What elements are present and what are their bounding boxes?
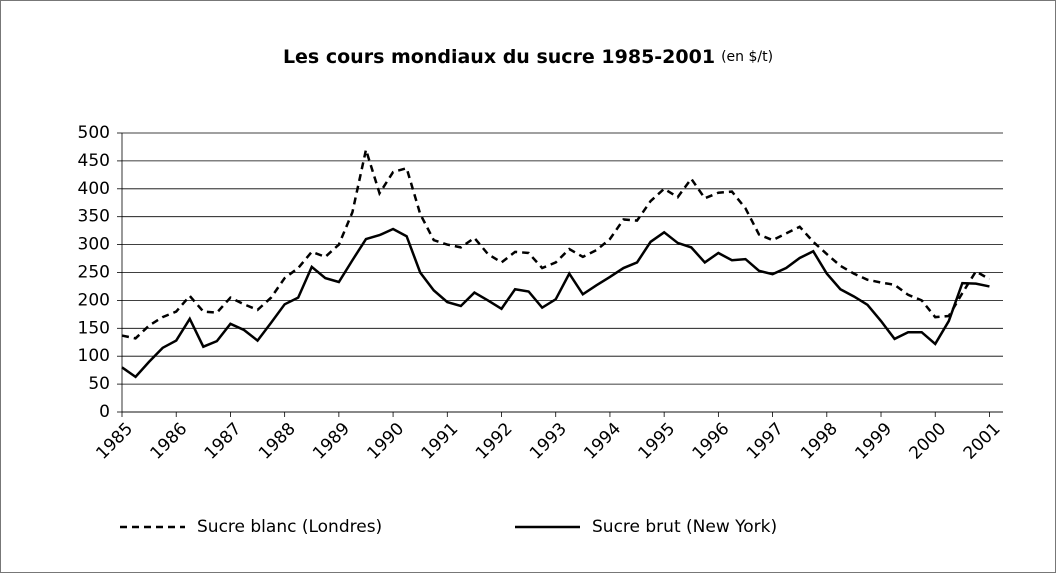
y-tick-label: 450 xyxy=(78,151,110,171)
y-tick-label: 150 xyxy=(78,318,110,338)
legend-label: Sucre brut (New York) xyxy=(592,517,777,537)
y-tick-label: 500 xyxy=(78,123,110,143)
series-line xyxy=(121,144,991,340)
legend-label: Sucre blanc (Londres) xyxy=(197,517,382,537)
series-line xyxy=(121,227,990,379)
y-tick-label: 200 xyxy=(78,290,110,310)
y-tick-label: 400 xyxy=(78,179,110,199)
y-tick-label: 50 xyxy=(88,374,110,394)
y-tick-label: 300 xyxy=(78,235,110,255)
chart-title-group: Les cours mondiaux du sucre 1985-2001 (en… xyxy=(283,46,773,68)
y-tick-label: 350 xyxy=(78,207,110,227)
y-tick-label: 250 xyxy=(78,263,110,283)
y-tick-label: 100 xyxy=(78,346,110,366)
chart-title: Les cours mondiaux du sucre 1985-2001 xyxy=(283,46,715,68)
chart-subtitle: (en $/t) xyxy=(721,49,773,65)
y-tick-label: 0 xyxy=(99,402,110,422)
